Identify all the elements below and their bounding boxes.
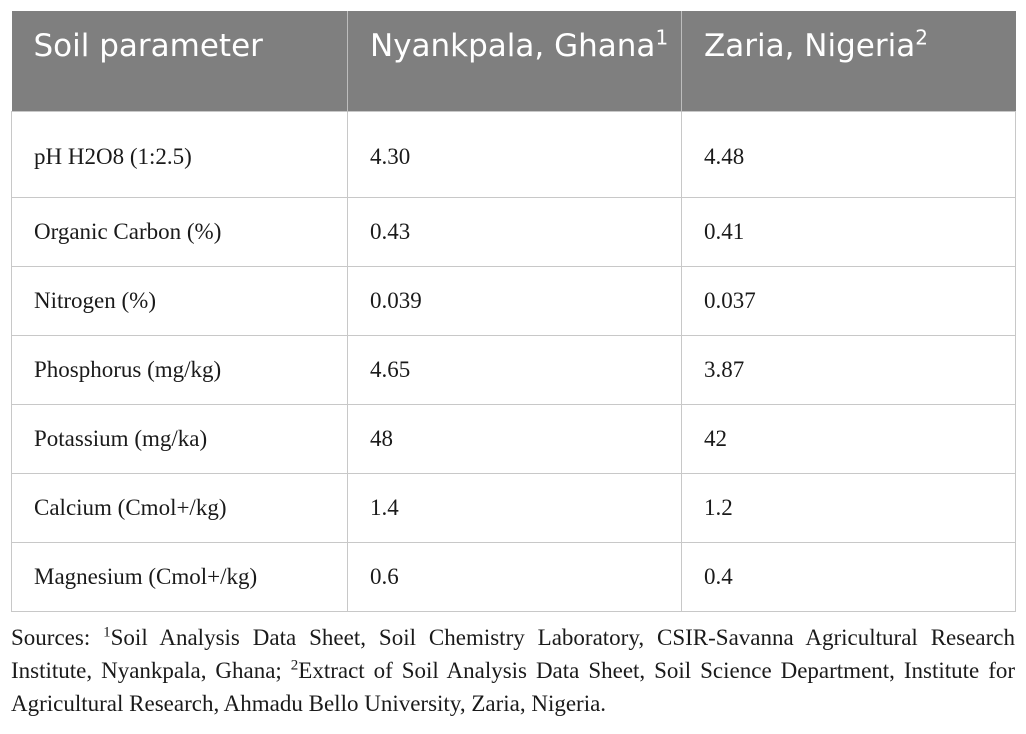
parameter-cell: Nitrogen (%) bbox=[11, 265, 348, 336]
nyankpala-value-cell: 4.30 bbox=[347, 110, 682, 198]
header-footnote-mark: 2 bbox=[915, 25, 928, 50]
table-row: pH H2O8 (1:2.5) 4.30 4.48 bbox=[11, 110, 1016, 198]
sources-prefix: Sources: bbox=[11, 625, 104, 650]
table-row: Organic Carbon (%) 0.43 0.41 bbox=[11, 196, 1016, 267]
table-header: Soil parameter Nyankpala, Ghana1 Zaria, … bbox=[11, 11, 1016, 111]
parameter-cell: Calcium (Cmol+/kg) bbox=[11, 472, 348, 543]
zaria-value-cell: 4.48 bbox=[681, 110, 1016, 198]
table-row: Magnesium (Cmol+/kg) 0.6 0.4 bbox=[11, 541, 1016, 612]
table-sources-note: Sources: 1Soil Analysis Data Sheet, Soil… bbox=[11, 621, 1015, 720]
zaria-value-cell: 42 bbox=[681, 403, 1016, 474]
header-footnote-mark: 1 bbox=[655, 25, 669, 50]
nyankpala-value-cell: 0.039 bbox=[347, 265, 682, 336]
table-row: Phosphorus (mg/kg) 4.65 3.87 bbox=[11, 334, 1016, 405]
nyankpala-value-cell: 48 bbox=[347, 403, 682, 474]
footnote-mark-1: 1 bbox=[103, 624, 111, 641]
soil-parameters-table-container: Soil parameter Nyankpala, Ghana1 Zaria, … bbox=[11, 11, 1016, 612]
header-label: Soil parameter bbox=[33, 28, 263, 64]
table-row: Nitrogen (%) 0.039 0.037 bbox=[11, 265, 1016, 336]
header-soil-parameter: Soil parameter bbox=[11, 11, 348, 111]
zaria-value-cell: 3.87 bbox=[681, 334, 1016, 405]
header-row: Soil parameter Nyankpala, Ghana1 Zaria, … bbox=[11, 11, 1016, 111]
parameter-cell: Phosphorus (mg/kg) bbox=[11, 334, 348, 405]
table-body: pH H2O8 (1:2.5) 4.30 4.48 Organic Carbon… bbox=[11, 110, 1016, 612]
nyankpala-value-cell: 0.6 bbox=[347, 541, 682, 612]
source-2-text: Extract of Soil Analysis Data Sheet, Soi… bbox=[11, 658, 1016, 716]
soil-parameters-table: Soil parameter Nyankpala, Ghana1 Zaria, … bbox=[11, 11, 1016, 612]
parameter-cell: pH H2O8 (1:2.5) bbox=[11, 110, 348, 198]
nyankpala-value-cell: 4.65 bbox=[347, 334, 682, 405]
table-row: Calcium (Cmol+/kg) 1.4 1.2 bbox=[11, 472, 1016, 543]
parameter-cell: Potassium (mg/ka) bbox=[11, 403, 348, 474]
zaria-value-cell: 1.2 bbox=[681, 472, 1016, 543]
parameter-cell: Organic Carbon (%) bbox=[11, 196, 348, 267]
header-zaria: Zaria, Nigeria2 bbox=[681, 11, 1016, 111]
nyankpala-value-cell: 1.4 bbox=[347, 472, 682, 543]
header-label: Nyankpala, Ghana bbox=[370, 28, 656, 64]
source-1-text: Soil Analysis Data Sheet, Soil Chemistry… bbox=[11, 625, 1015, 683]
zaria-value-cell: 0.037 bbox=[681, 265, 1016, 336]
zaria-value-cell: 0.4 bbox=[681, 541, 1016, 612]
parameter-cell: Magnesium (Cmol+/kg) bbox=[11, 541, 348, 612]
header-nyankpala: Nyankpala, Ghana1 bbox=[347, 11, 682, 111]
nyankpala-value-cell: 0.43 bbox=[347, 196, 682, 267]
header-label: Zaria, Nigeria bbox=[704, 28, 916, 64]
table-row: Potassium (mg/ka) 48 42 bbox=[11, 403, 1016, 474]
zaria-value-cell: 0.41 bbox=[681, 196, 1016, 267]
footnote-mark-2: 2 bbox=[290, 657, 299, 674]
